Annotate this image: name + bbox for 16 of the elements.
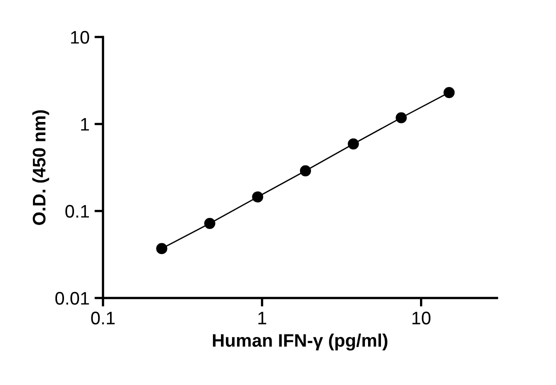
y-tick-label: 1 bbox=[81, 118, 89, 131]
point bbox=[252, 191, 264, 203]
y-tick-label: 10 bbox=[71, 30, 90, 44]
point bbox=[396, 112, 407, 124]
point bbox=[444, 86, 455, 98]
point bbox=[300, 165, 312, 176]
x-tick-label: 1 bbox=[258, 312, 266, 324]
y-tick-label: 0.01 bbox=[55, 292, 89, 305]
point bbox=[204, 218, 216, 229]
x-tick-label: 0.1 bbox=[91, 312, 115, 324]
point bbox=[156, 243, 168, 254]
y-axis-title: O.D. (450 nm) bbox=[32, 110, 50, 225]
x-axis-title: Human IFN-γ (pg/ml) bbox=[212, 334, 388, 350]
x-tick-label: 10 bbox=[412, 312, 430, 324]
y-tick-label: 0.1 bbox=[65, 204, 89, 218]
point bbox=[348, 138, 359, 150]
